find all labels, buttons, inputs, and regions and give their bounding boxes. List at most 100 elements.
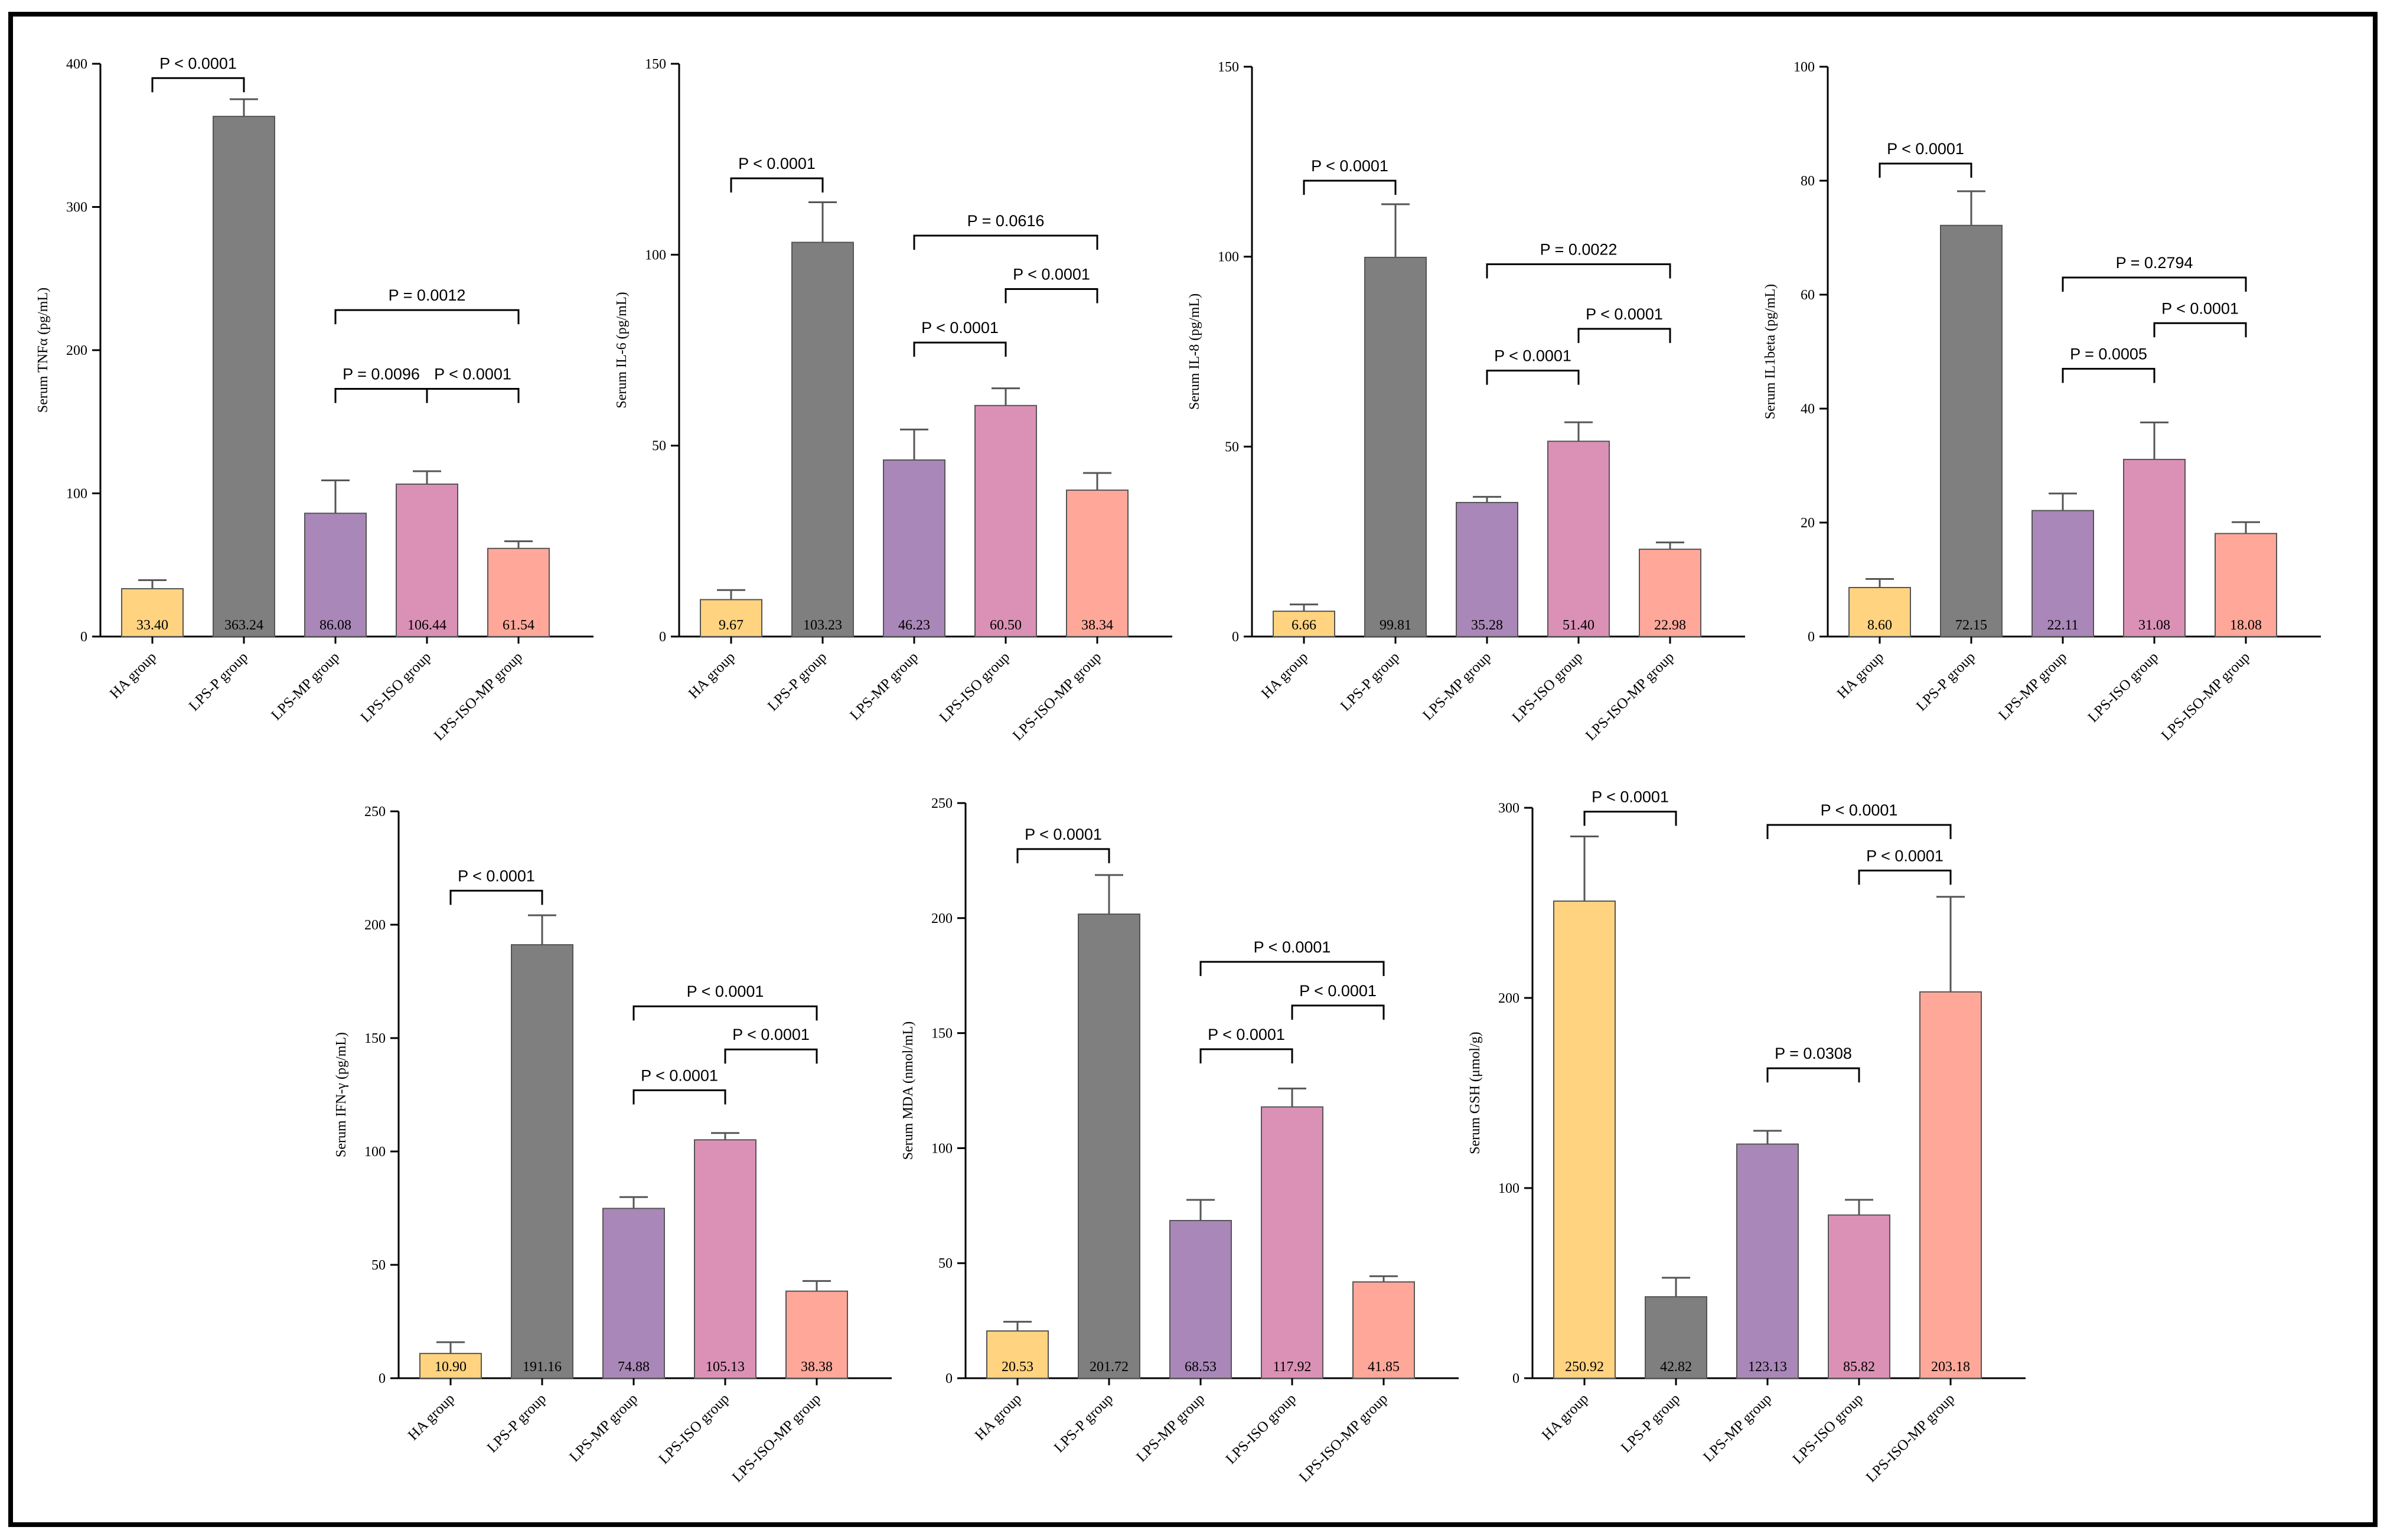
chart-panel-3: 0 50 100 150 Serum IL-8 (pg/mL) 6.66 HA group 9…: [1187, 60, 1745, 744]
bar: [1639, 549, 1701, 637]
x-tick-label: HA group: [1539, 1391, 1592, 1443]
y-tick-label: 50: [371, 1258, 386, 1273]
x-tick-label: LPS-P group: [484, 1391, 549, 1456]
x-tick-label: HA group: [972, 1391, 1025, 1443]
y-tick-label: 80: [1801, 174, 1815, 189]
y-tick-label: 200: [931, 911, 953, 926]
x-tick-label: LPS-ISO group: [1223, 1391, 1300, 1467]
significance-bracket: [1303, 180, 1397, 195]
y-tick-label: 100: [645, 247, 666, 263]
significance-bracket: [2062, 367, 2156, 383]
p-value-label: P < 0.0001: [458, 867, 535, 885]
p-value-label: P < 0.0001: [1821, 801, 1898, 819]
data-label: 22.98: [1654, 618, 1686, 633]
data-label: 103.23: [803, 618, 842, 633]
y-axis-label: Serum IL1beta (pg/mL): [1763, 284, 1778, 419]
data-label: 20.53: [1002, 1359, 1033, 1375]
data-label: 105.13: [706, 1359, 745, 1375]
data-label: 99.81: [1380, 618, 1411, 633]
x-tick-label: LPS-ISO-MP group: [1010, 649, 1104, 743]
significance-bracket: [334, 309, 520, 325]
y-tick-label: 50: [1225, 439, 1239, 455]
y-tick-label: 100: [1218, 250, 1239, 265]
y-tick-label: 0: [1808, 629, 1815, 645]
data-label: 33.40: [136, 618, 168, 633]
significance-bracket: [1199, 1048, 1293, 1063]
p-value-label: P = 0.0308: [1775, 1045, 1852, 1062]
x-tick-label: LPS-P group: [765, 649, 830, 714]
data-label: 31.08: [2138, 618, 2170, 633]
data-label: 41.85: [1368, 1359, 1400, 1375]
y-tick-label: 150: [931, 1026, 953, 1042]
p-value-label: P < 0.0001: [687, 983, 764, 1000]
x-tick-label: HA group: [1834, 649, 1887, 702]
significance-bracket: [1577, 328, 1671, 343]
x-tick-label: LPS-MP group: [847, 649, 921, 723]
bar: [974, 404, 1037, 637]
data-label: 72.15: [1955, 618, 1987, 633]
data-label: 68.53: [1185, 1359, 1217, 1375]
p-value-label: P < 0.0001: [1887, 140, 1964, 158]
y-tick-label: 150: [645, 57, 666, 72]
x-tick-label: LPS-MP group: [1420, 649, 1494, 723]
data-label: 201.72: [1090, 1359, 1129, 1375]
y-tick-label: 100: [1793, 60, 1815, 75]
data-label: 35.28: [1471, 618, 1503, 633]
y-tick-label: 0: [80, 629, 87, 645]
data-label: 86.08: [319, 618, 351, 633]
p-value-label: P < 0.0001: [1299, 982, 1377, 1000]
y-tick-label: 0: [945, 1371, 953, 1386]
x-tick-label: LPS-ISO group: [2085, 649, 2162, 726]
significance-bracket: [913, 341, 1007, 357]
p-value-label: P < 0.0001: [1592, 788, 1669, 805]
bar: [1645, 1296, 1707, 1379]
y-tick-label: 60: [1801, 288, 1815, 303]
p-value-label: P < 0.0001: [1866, 847, 1943, 864]
y-tick-label: 200: [1498, 991, 1519, 1006]
significance-bracket: [1016, 848, 1110, 863]
p-value-label: P < 0.0001: [1208, 1026, 1285, 1043]
p-value-label: P = 0.0005: [2070, 345, 2147, 363]
y-tick-label: 0: [1232, 629, 1239, 645]
data-label: 9.67: [719, 618, 744, 633]
y-tick-label: 300: [66, 200, 87, 216]
chart-panel-6: 0 50 100 150 200 250 Serum MDA (nmol/mL) 20.53 H…: [901, 796, 1459, 1486]
p-value-label: P = 0.0022: [1540, 241, 1618, 259]
significance-bracket: [913, 234, 1098, 250]
bar: [511, 944, 573, 1379]
significance-bracket: [151, 77, 245, 93]
y-tick-label: 400: [66, 57, 87, 72]
x-tick-label: LPS-ISO-MP group: [431, 649, 526, 743]
x-tick-label: LPS-ISO-MP group: [1863, 1391, 1958, 1485]
bar: [1273, 611, 1335, 638]
p-value-label: P < 0.0001: [1311, 157, 1388, 175]
bar: [1553, 900, 1616, 1379]
data-label: 106.44: [407, 618, 446, 633]
p-value-label: P = 0.0012: [389, 286, 466, 304]
panels: 0 100 200 300 400 Serum TNFα (pg/mL) 33.40 HA g…: [35, 54, 2321, 1486]
p-value-label: P = 0.2794: [2116, 254, 2193, 272]
chart-panel-1: 0 100 200 300 400 Serum TNFα (pg/mL) 33.40 HA g…: [35, 54, 594, 744]
x-tick-label: HA group: [107, 649, 159, 702]
x-tick-label: LPS-ISO group: [1509, 649, 1586, 726]
x-tick-label: LPS-P group: [1338, 649, 1403, 714]
x-tick-label: LPS-ISO-MP group: [2158, 649, 2253, 743]
y-tick-label: 100: [66, 487, 87, 502]
data-label: 61.54: [503, 618, 534, 633]
significance-bracket: [1858, 869, 1952, 885]
data-label: 38.34: [1081, 618, 1113, 633]
x-tick-label: LPS-MP group: [1700, 1391, 1775, 1465]
data-label: 38.38: [801, 1359, 833, 1375]
bar: [1078, 913, 1140, 1379]
chart-panel-4: 0 20 40 60 80 100 Serum IL1beta (pg/mL) 8.60 HA …: [1763, 60, 2321, 744]
p-value-label: P < 0.0001: [434, 365, 511, 383]
significance-bracket: [1766, 824, 1952, 839]
bar: [785, 1290, 848, 1379]
x-tick-label: LPS-P group: [186, 649, 251, 714]
data-label: 250.92: [1565, 1359, 1604, 1375]
significance-bracket: [334, 387, 428, 403]
y-tick-label: 0: [379, 1371, 386, 1386]
y-axis-label: Serum TNFα (pg/mL): [35, 288, 51, 413]
significance-bracket: [1005, 288, 1098, 304]
